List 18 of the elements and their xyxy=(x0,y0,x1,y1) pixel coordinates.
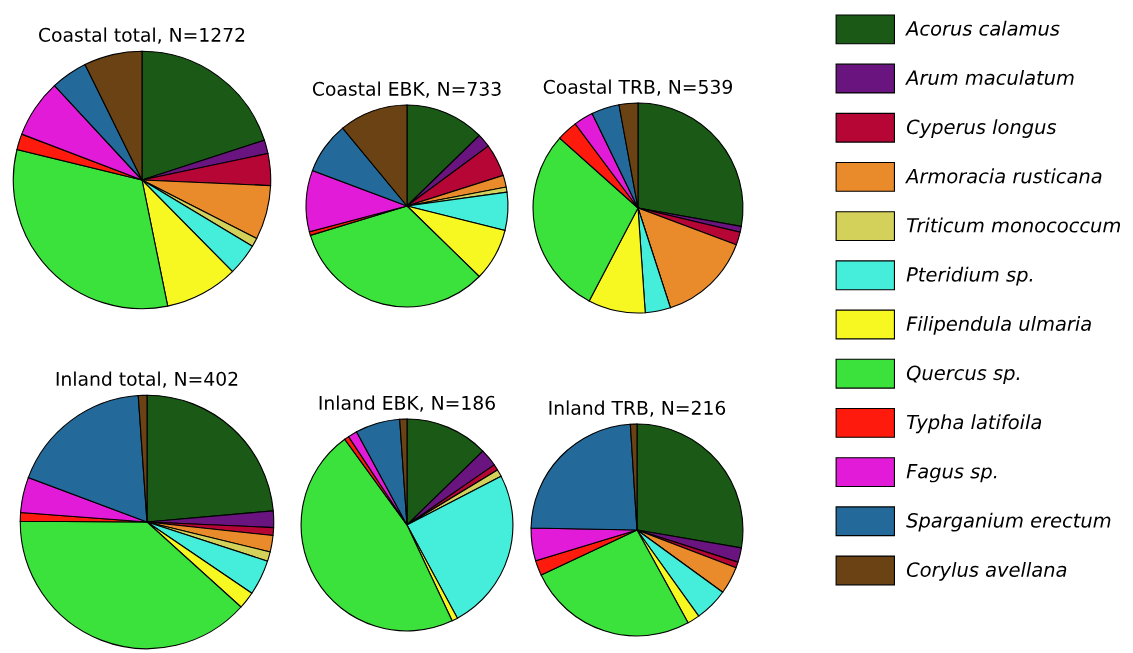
legend-label: Fagus sp. xyxy=(906,464,997,483)
legend-label: Cyperus longus xyxy=(906,119,1057,138)
chart-title: Coastal TRB, N=539 xyxy=(543,79,732,96)
chart-title: Inland TRB, N=216 xyxy=(549,400,726,417)
legend-label: Acorus calamus xyxy=(905,20,1060,36)
legend-label: Corylus avellana xyxy=(906,561,1067,581)
chart-title: Inland total, N=402 xyxy=(56,371,238,388)
legend-label: Quercus sp. xyxy=(906,365,1020,384)
legend-label: Sparganium erectum xyxy=(906,512,1111,532)
legend-label: Filipendula ulmaria xyxy=(906,315,1091,335)
legend-label: Typha latifoila xyxy=(906,414,1042,434)
chart-title: Inland EBK, N=186 xyxy=(319,395,495,412)
legend-label: Pteridium sp. xyxy=(906,266,1033,286)
chart-title: Coastal EBK, N=733 xyxy=(312,81,501,98)
legend-label: Arum maculatum xyxy=(905,69,1074,86)
legend-label: Armoracia rusticana xyxy=(905,168,1102,184)
text: Coastal total, N=1272 xyxy=(39,27,245,44)
legend-label: Triticum monococcum xyxy=(906,217,1121,233)
